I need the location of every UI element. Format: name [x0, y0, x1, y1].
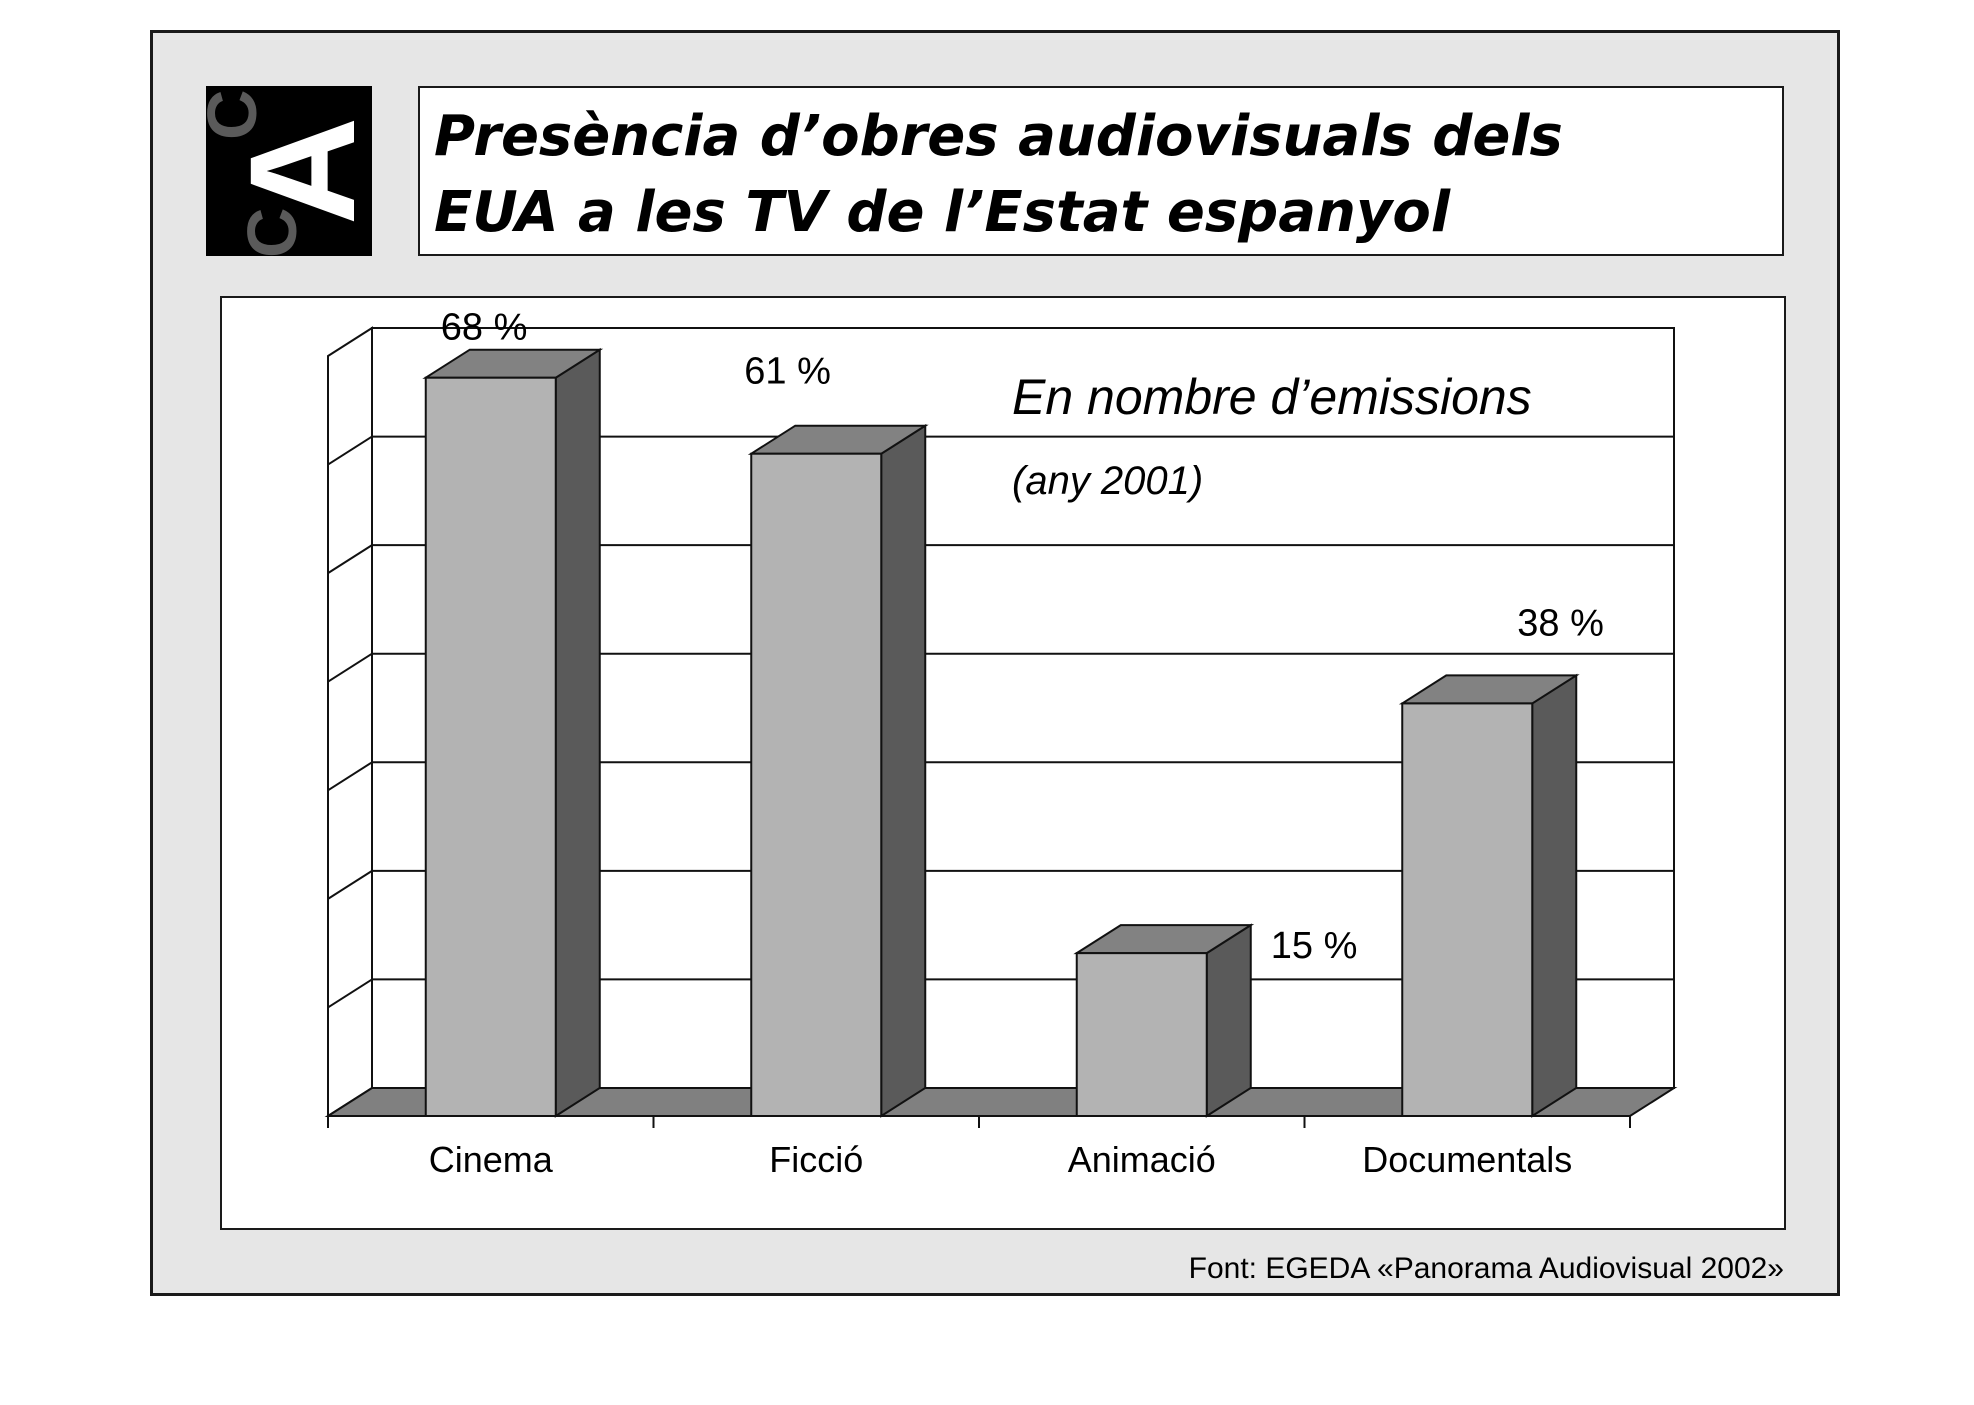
- bar-documentals: [1398, 673, 1580, 1118]
- chart-subtitle: (any 2001): [1012, 459, 1203, 503]
- bar-side: [880, 423, 927, 1118]
- source-note: Font: EGEDA «Panorama Audiovisual 2002»: [1188, 1252, 1784, 1285]
- bar-ficció: [747, 423, 929, 1118]
- bar-animació: [1073, 923, 1255, 1118]
- bar-side: [554, 347, 601, 1118]
- chart-panel: 68 % Cinema 61 % Ficció 15 % Animació 38 % Docu…: [220, 296, 1786, 1230]
- page-title-line-1: Presència d’obres audiovisuals dels: [434, 104, 1563, 169]
- bar-front: [750, 452, 883, 1117]
- data-label: 15 %: [1271, 925, 1358, 967]
- bar-front: [1401, 702, 1534, 1117]
- svg-text:A: A: [218, 117, 372, 225]
- svg-text:C: C: [233, 207, 311, 256]
- data-label: 61 %: [744, 351, 831, 393]
- data-label: 38 %: [1517, 602, 1604, 644]
- x-tick-label: Documentals: [1362, 1139, 1572, 1180]
- cac-logo-icon: A C C: [206, 86, 372, 256]
- data-label: 68 %: [441, 307, 528, 349]
- x-tick-label: Cinema: [429, 1139, 554, 1180]
- side-wall: [327, 326, 373, 1118]
- bar-chart: 68 % Cinema 61 % Ficció 15 % Animació 38 % Docu…: [324, 307, 1678, 1180]
- svg-text:C: C: [206, 89, 271, 140]
- bar-front: [1075, 952, 1208, 1118]
- bar-cinema: [422, 347, 604, 1118]
- gridline-side: [327, 652, 373, 683]
- bar-side: [1205, 923, 1252, 1118]
- gridline-side: [327, 544, 373, 574]
- gridline-side: [327, 870, 373, 900]
- gridline-side: [327, 761, 373, 792]
- page-title-line-2: EUA a les TV de l’Estat espanyol: [434, 180, 1451, 245]
- chart-title: En nombre d’emissions: [1012, 369, 1532, 425]
- title-box: Presència d’obres audiovisuals dels EUA …: [418, 86, 1784, 256]
- gridline-side: [327, 435, 373, 466]
- gridline-side: [327, 978, 373, 1009]
- bar-front: [424, 376, 557, 1117]
- x-tick-label: Ficció: [769, 1139, 863, 1180]
- x-tick-label: Animació: [1068, 1139, 1216, 1180]
- bar-side: [1531, 673, 1578, 1118]
